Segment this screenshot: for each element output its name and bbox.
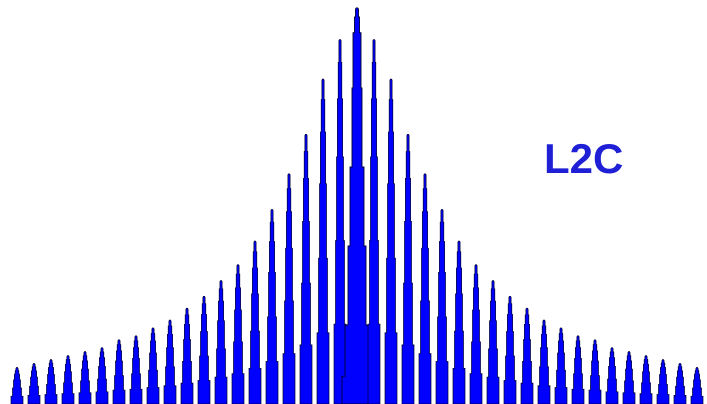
spectral-line (639, 355, 653, 404)
spectral-line (367, 39, 381, 404)
spectral-line (10, 367, 24, 404)
spectral-line (248, 240, 262, 404)
spectral-line (656, 359, 670, 404)
spectral-line (78, 351, 92, 404)
spectral-line (180, 307, 194, 404)
spectral-line (486, 280, 500, 404)
spectral-line (605, 347, 619, 404)
spectral-line (146, 327, 160, 404)
spectral-line (282, 173, 296, 404)
spectral-line (333, 39, 347, 404)
spectral-line (469, 264, 483, 404)
spectral-line (265, 209, 279, 404)
spectral-line (112, 339, 126, 404)
spectral-line (214, 280, 228, 404)
spectral-line (452, 240, 466, 404)
spectral-line (61, 355, 75, 404)
spectral-line (588, 339, 602, 404)
spectral-line (537, 319, 551, 404)
spectral-line-center (341, 7, 373, 404)
spectral-line (571, 335, 585, 404)
signal-label: L2C (544, 135, 624, 182)
spectral-line (622, 351, 636, 404)
spectral-line (690, 367, 704, 404)
spectral-line (27, 363, 41, 404)
spectral-line (44, 359, 58, 404)
spectral-line (231, 264, 245, 404)
spectral-line (129, 335, 143, 404)
spectral-line (316, 78, 330, 404)
spectral-line (401, 134, 415, 404)
spectral-line (554, 327, 568, 404)
spectral-line (163, 319, 177, 404)
spectral-line (520, 307, 534, 404)
spectral-line (418, 173, 432, 404)
spectral-line (673, 363, 687, 404)
spectral-line (503, 296, 517, 404)
spectral-line (299, 134, 313, 404)
spectral-line (197, 296, 211, 404)
spectral-line (435, 209, 449, 404)
spectral-line (384, 78, 398, 404)
spectral-line (95, 347, 109, 404)
